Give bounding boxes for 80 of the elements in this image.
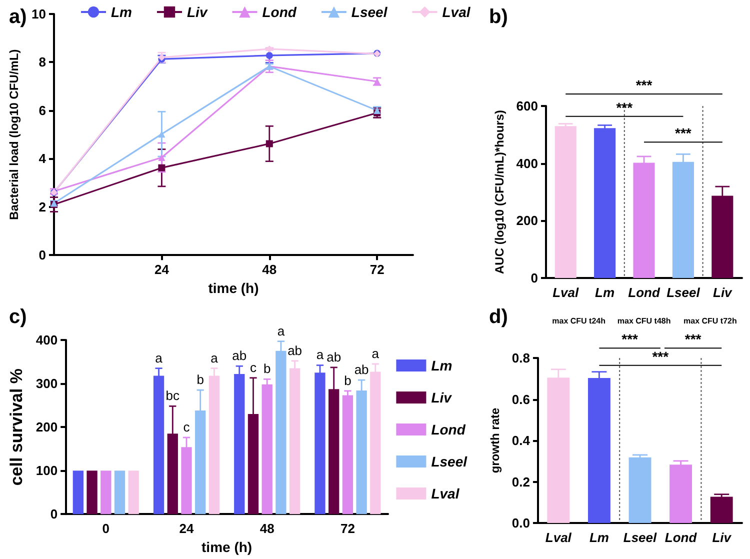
data-label: ab — [288, 342, 302, 358]
y-tick-label: 200 — [516, 213, 538, 228]
y-axis-title: AUC (log10 (CFU/mL)*hours) — [492, 110, 506, 274]
y-axis-title: growth rate — [488, 408, 502, 474]
y-tick-label: 0.8 — [512, 350, 530, 366]
x-tick-label: Lseel — [623, 530, 658, 545]
y-tick-label: 0.4 — [512, 433, 531, 448]
annotation: *** — [652, 348, 670, 364]
data-label: ab — [326, 349, 342, 364]
y-tick-label: 0 — [38, 248, 46, 263]
y-tick-label: 600 — [516, 98, 538, 114]
legend-label: Lseel — [351, 4, 388, 20]
text: *** — [684, 331, 702, 348]
data-label: a — [155, 350, 164, 366]
x-tick-label: Lseel — [666, 285, 700, 300]
data-label: a — [372, 346, 380, 361]
x-tick-label: Lval — [552, 285, 579, 300]
x-tick-label: 24 — [154, 262, 170, 278]
y-tick-label: 10 — [32, 6, 46, 22]
x-tick-label: Lond — [664, 530, 698, 545]
x-tick-label: 48 — [262, 262, 277, 278]
x-tick-label: Liv — [712, 530, 732, 545]
y-tick-label: 300 — [36, 376, 58, 392]
data-label: a — [210, 350, 219, 366]
x-tick-label: 48 — [260, 521, 274, 536]
text: max CFU t72h — [683, 316, 737, 326]
data-label: c — [183, 419, 190, 434]
annotation: *** — [675, 125, 692, 142]
text: max CFU t24h — [552, 316, 606, 326]
y-tick-label: 2 — [38, 199, 46, 214]
x-axis-title: time (h) — [208, 280, 259, 296]
chart-title: a) — [9, 6, 27, 28]
legend-label: Lond — [262, 4, 297, 20]
y-tick-label: 4 — [38, 151, 47, 166]
y-axis-title: Bacterial load (log10 CFU/mL) — [7, 49, 21, 220]
data-label: ab — [354, 362, 369, 378]
x-tick-label: 72 — [340, 521, 355, 536]
y-tick-label: 400 — [516, 156, 538, 171]
x-tick-label: Lond — [628, 285, 661, 300]
data-label: b — [344, 372, 352, 388]
legend-label: Lval — [442, 4, 472, 20]
data-label: ab — [232, 348, 247, 364]
chart-title: c) — [9, 306, 27, 328]
x-tick-label: 0 — [102, 521, 110, 536]
y-tick-label: 6 — [38, 102, 46, 118]
text: *** — [636, 76, 653, 93]
data-label: a — [277, 323, 286, 338]
data-label: a — [316, 347, 324, 362]
data-label: c — [250, 360, 257, 375]
legend-label: Lm — [111, 4, 132, 20]
legend-label: Liv — [431, 390, 453, 406]
data-label: b — [196, 372, 204, 388]
y-tick-label: 8 — [38, 54, 46, 70]
data-label: bc — [166, 388, 180, 404]
legend-label: Lseel — [431, 454, 468, 470]
y-tick-label: 0 — [50, 506, 58, 522]
y-tick-label: 100 — [36, 463, 58, 478]
x-axis-title: time (h) — [202, 539, 252, 555]
chart-title: d) — [489, 306, 508, 328]
chart-title: b) — [489, 6, 508, 28]
x-tick-label: 24 — [179, 521, 194, 536]
x-tick-label: Lm — [595, 285, 615, 300]
data-label: b — [263, 361, 271, 376]
legend-label: Liv — [187, 4, 208, 20]
y-tick-label: 0.6 — [512, 392, 530, 407]
text: *** — [622, 331, 639, 348]
y-tick-label: 400 — [36, 332, 58, 348]
y-tick-label: 0.2 — [512, 474, 530, 490]
legend-label: Lond — [431, 422, 466, 438]
text: max CFU t48h — [617, 316, 671, 326]
x-tick-label: Liv — [713, 285, 733, 300]
annotation: *** — [616, 99, 634, 116]
y-tick-label: 200 — [36, 420, 58, 435]
y-tick-label: 0.0 — [512, 516, 530, 530]
x-tick-label: Lval — [545, 530, 572, 545]
x-tick-label: Lm — [589, 530, 610, 545]
legend-label: Lval — [431, 486, 460, 502]
y-axis-title: cell survival % — [7, 368, 26, 486]
x-tick-label: 72 — [370, 262, 384, 278]
legend-label: Lm — [431, 358, 452, 374]
